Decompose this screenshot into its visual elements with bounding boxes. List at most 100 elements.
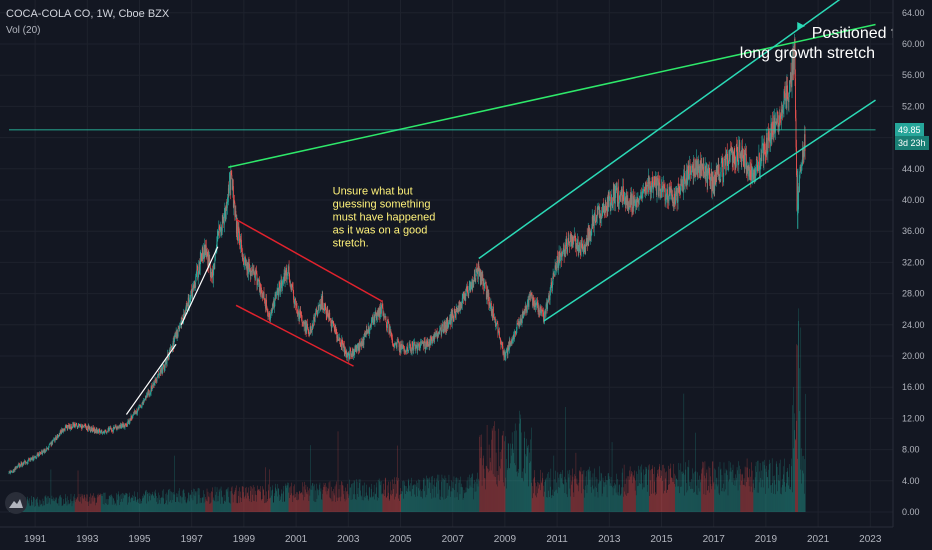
candle-body (111, 430, 113, 432)
y-tick-label: 32.00 (902, 257, 925, 267)
volume-bar (435, 486, 437, 512)
volume-bar (745, 486, 746, 512)
volume-bar (461, 483, 462, 512)
candle-body (697, 166, 699, 171)
candle-body (505, 352, 507, 356)
candle-body (323, 308, 325, 310)
volume-bar (654, 466, 655, 512)
candle-body (17, 465, 19, 468)
volume-bar (206, 488, 208, 512)
candle-body (527, 299, 529, 301)
volume-bar (740, 473, 742, 512)
candle-body (458, 305, 460, 309)
candle-body (251, 271, 253, 272)
candle-body (358, 343, 360, 351)
volume-bar (410, 491, 412, 512)
candle-body (342, 343, 344, 348)
candle-body (175, 334, 177, 337)
volume-bar (125, 492, 126, 512)
candle-body (311, 330, 313, 332)
candle-body (34, 456, 36, 458)
volume-bar (267, 490, 269, 512)
volume-bar (130, 498, 131, 512)
candle-body (688, 178, 690, 180)
volume-bar (402, 481, 403, 512)
candle-body (519, 322, 520, 327)
volume-bar (258, 489, 260, 512)
candle-body (393, 346, 395, 347)
volume-bar (481, 485, 483, 512)
volume-bar (394, 496, 396, 512)
candle-body (322, 295, 324, 306)
candle-body (79, 424, 81, 427)
candle-body (162, 364, 164, 367)
volume-bar (64, 503, 66, 512)
candle-body (89, 429, 91, 431)
candle-body (386, 322, 387, 327)
volume-bar (57, 504, 58, 512)
volume-bar (457, 478, 459, 512)
volume-bar (770, 492, 772, 512)
volume-bar (684, 495, 685, 512)
candle-body (621, 188, 623, 198)
candle-body (652, 177, 653, 185)
volume-bar (659, 470, 661, 512)
volume-bar (320, 491, 321, 512)
volume-bar (480, 458, 481, 512)
volume-bar (397, 480, 398, 512)
volume-indicator-label[interactable]: Vol (20) (6, 25, 41, 36)
candle-body (76, 426, 78, 428)
candle-body (442, 324, 444, 326)
candle-body (726, 151, 728, 164)
candle-body (625, 197, 627, 204)
volume-bar (573, 496, 575, 512)
candle-body (592, 221, 594, 226)
volume-bar (200, 497, 201, 512)
volume-bar (411, 496, 413, 512)
candle-body (490, 303, 492, 305)
candle-body (568, 237, 570, 243)
volume-bar (370, 497, 371, 512)
candle-body (104, 430, 106, 431)
volume-bar (600, 472, 602, 512)
candle-body (188, 297, 190, 308)
candle-body (637, 199, 639, 203)
volume-bar (669, 484, 670, 512)
volume-bar (679, 469, 681, 512)
volume-bar (204, 501, 206, 512)
volume-bar (31, 495, 32, 512)
candle-body (63, 429, 65, 432)
candle-body (88, 425, 90, 429)
volume-bar (81, 495, 83, 512)
volume-bar (760, 477, 761, 512)
volume-bar (447, 483, 448, 512)
volume-bar (657, 469, 659, 512)
volume-bar (300, 493, 301, 512)
volume-bar (651, 468, 652, 512)
candle-body (707, 175, 709, 184)
candle-body (398, 341, 399, 342)
volume-bar (415, 484, 417, 512)
candle-body (74, 425, 76, 428)
candle-body (28, 458, 30, 460)
volume-bar (198, 487, 199, 512)
volume-bar (551, 498, 553, 512)
volume-bar (188, 492, 190, 512)
volume-bar (483, 468, 485, 512)
candle-body (85, 426, 87, 427)
candle-body (367, 327, 369, 333)
candle-body (453, 319, 455, 321)
candle-body (217, 231, 219, 234)
candle-body (761, 143, 763, 145)
candle-body (769, 137, 770, 141)
candle-body (457, 309, 459, 311)
volume-bar (399, 494, 401, 512)
candle-body (210, 272, 212, 275)
candle-body (100, 430, 102, 432)
candle-body (55, 436, 57, 439)
tradingview-logo-icon[interactable] (5, 492, 27, 514)
candle-body (628, 206, 630, 209)
volume-bar (502, 435, 503, 512)
